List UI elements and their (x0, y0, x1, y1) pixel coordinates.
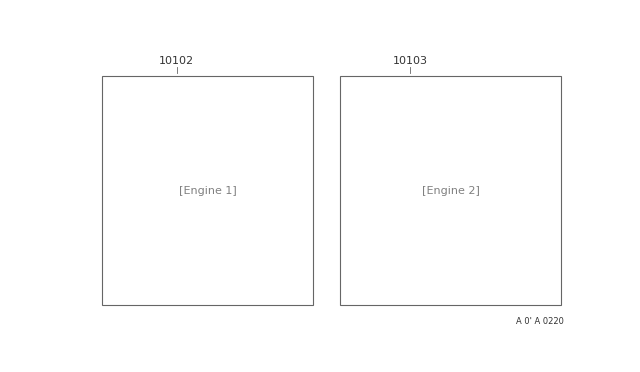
Bar (102, 76, 313, 305)
Text: A 0' A 0220: A 0' A 0220 (516, 317, 564, 326)
Text: [Engine 2]: [Engine 2] (422, 186, 480, 196)
Text: 10102: 10102 (159, 56, 195, 66)
Text: 10103: 10103 (392, 56, 428, 66)
Bar (340, 76, 561, 305)
Text: [Engine 1]: [Engine 1] (179, 186, 237, 196)
